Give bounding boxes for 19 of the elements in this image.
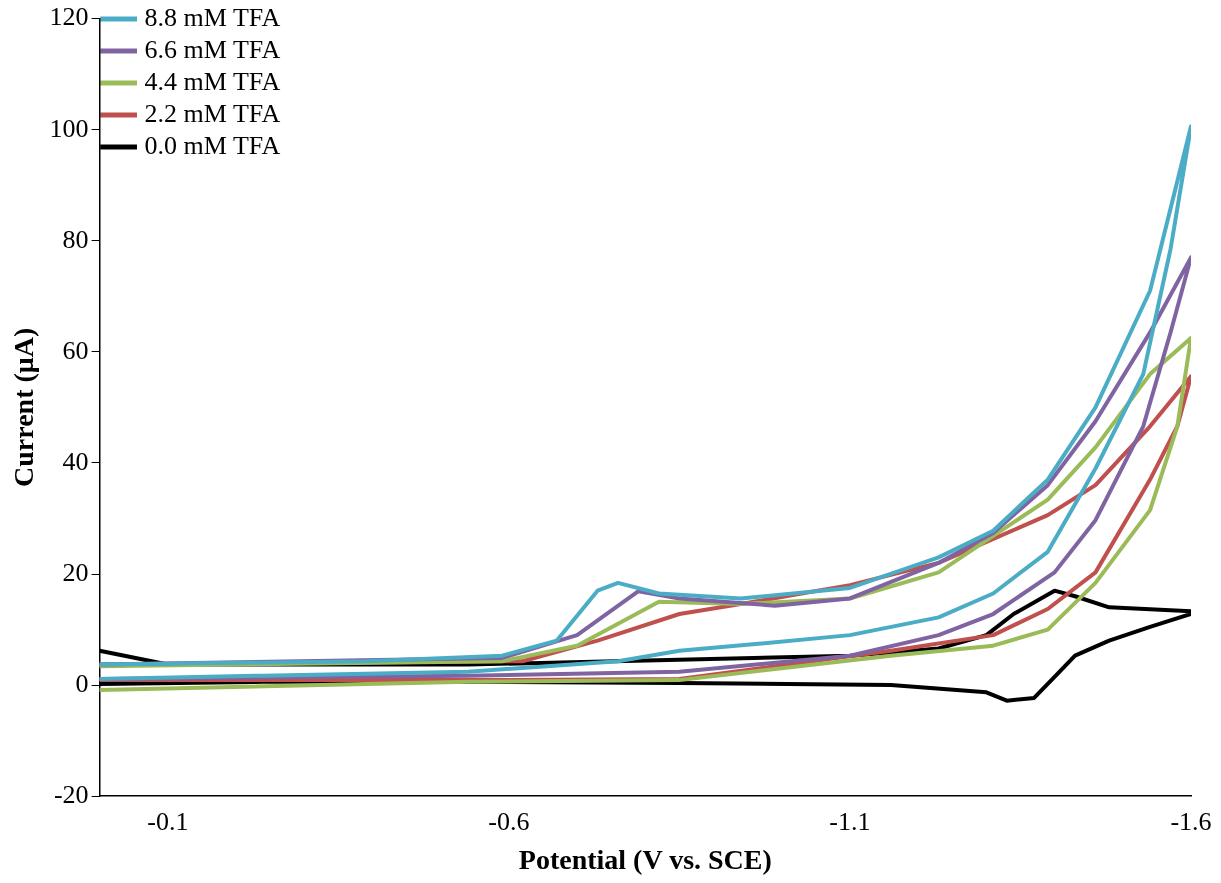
y-tick-label: 20 [62,557,89,587]
x-tick-label: -1.1 [829,806,871,836]
legend-label: 4.4 mM TFA [144,66,281,96]
x-tick-label: -0.1 [147,806,189,836]
y-tick-label: 0 [75,668,89,698]
legend-label: 8.8 mM TFA [144,2,281,32]
y-tick-label: 80 [62,224,89,254]
x-tick-label: -1.6 [1170,806,1212,836]
y-axis-title: Current (μA) [8,327,40,488]
y-tick-label: 120 [49,2,89,32]
y-tick-label: 100 [49,113,89,143]
x-tick-label: -0.6 [488,806,530,836]
y-tick-label: 60 [62,335,89,365]
legend-label: 0.0 mM TFA [144,130,281,160]
y-tick-label: -20 [53,780,89,810]
x-axis-title: Potential (V vs. SCE) [518,844,772,876]
legend-label: 6.6 mM TFA [144,34,281,64]
legend-label: 2.2 mM TFA [144,98,281,128]
y-tick-label: 40 [62,446,89,476]
